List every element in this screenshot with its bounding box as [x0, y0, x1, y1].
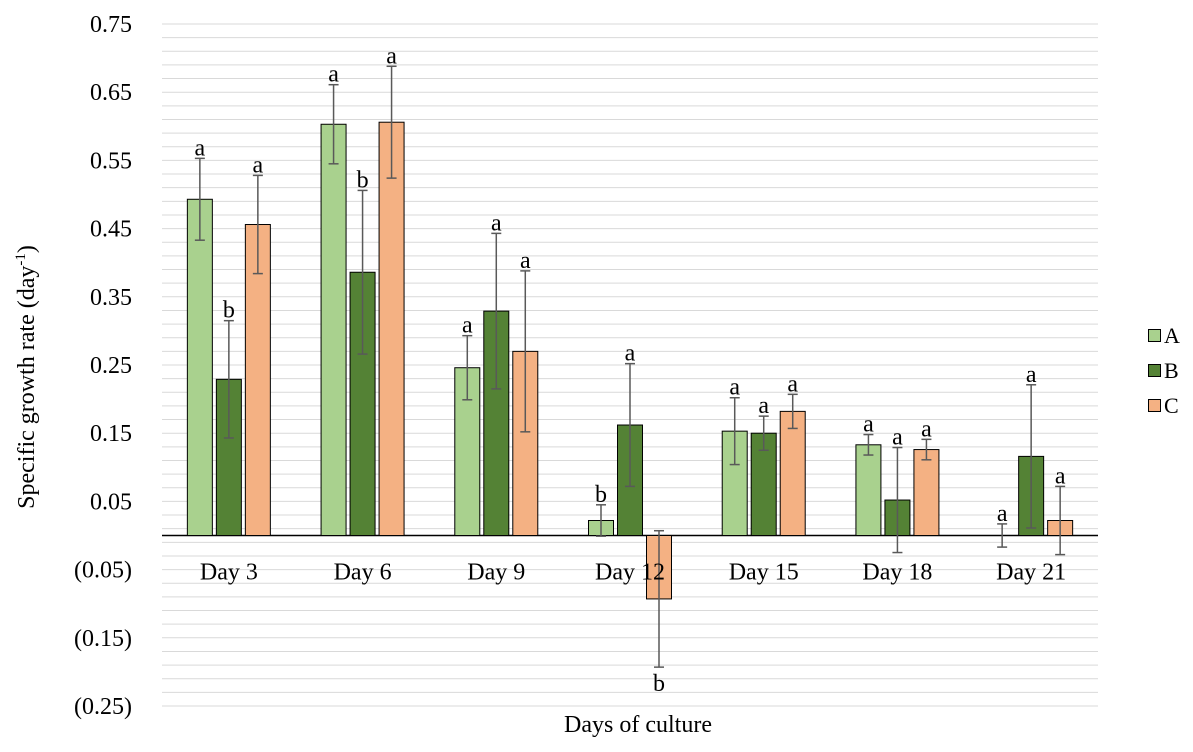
legend: A B C — [1148, 318, 1180, 423]
significance-label: b — [223, 298, 235, 324]
y-tick-label: (0.15) — [74, 626, 132, 652]
bar — [378, 121, 405, 536]
significance-label: a — [253, 152, 264, 178]
legend-label-a: A — [1164, 323, 1180, 348]
legend-label-b: B — [1164, 358, 1179, 383]
y-tick-label: 0.75 — [90, 12, 132, 38]
y-axis-label-text: Specific growth rate (day — [14, 265, 40, 509]
bar — [244, 224, 271, 536]
significance-label: a — [386, 43, 397, 69]
legend-label-c: C — [1164, 393, 1179, 418]
y-tick-label: 0.15 — [90, 421, 132, 447]
x-tick-label: Day 6 — [334, 560, 392, 586]
y-tick-label: 0.25 — [90, 353, 132, 379]
significance-label: a — [328, 62, 339, 88]
x-axis-label: Days of culture — [564, 712, 712, 738]
y-tick-label: 0.55 — [90, 148, 132, 174]
y-tick-label: 0.65 — [90, 80, 132, 106]
y-tick-label: (0.25) — [74, 694, 132, 720]
x-tick-label: Day 15 — [729, 560, 799, 586]
legend-item-c: C — [1148, 388, 1180, 423]
legend-swatch-b — [1148, 364, 1161, 377]
legend-swatch-c — [1148, 399, 1161, 412]
significance-label: b — [653, 671, 665, 697]
significance-label: a — [921, 416, 932, 442]
legend-swatch-a — [1148, 329, 1161, 342]
significance-label: a — [625, 341, 636, 367]
y-tick-label: 0.35 — [90, 285, 132, 311]
legend-item-b: B — [1148, 353, 1180, 388]
y-tick-label: (0.05) — [74, 558, 132, 584]
x-tick-label: Day 18 — [862, 560, 932, 586]
legend-item-a: A — [1148, 318, 1180, 353]
bar — [779, 410, 806, 537]
y-axis-label: Specific growth rate (day-1) — [13, 245, 41, 509]
bar — [186, 198, 213, 537]
significance-label: a — [491, 210, 502, 236]
significance-label: a — [787, 371, 798, 397]
significance-label: a — [1026, 362, 1037, 388]
bar — [855, 444, 882, 537]
x-tick-label: Day 9 — [467, 560, 525, 586]
significance-label: b — [595, 482, 607, 508]
y-tick-label: 0.05 — [90, 489, 132, 515]
x-tick-label: Day 12 — [595, 560, 665, 586]
significance-label: a — [997, 501, 1008, 527]
bar — [320, 123, 347, 536]
bar — [913, 449, 940, 536]
significance-label: a — [195, 135, 206, 161]
significance-label: a — [729, 375, 740, 401]
significance-label: a — [863, 412, 874, 438]
y-axis-label-suffix: ) — [14, 245, 40, 254]
y-axis-label-superscript: -1 — [13, 253, 29, 266]
significance-label: b — [357, 167, 369, 193]
significance-label: a — [758, 393, 769, 419]
significance-label: a — [462, 313, 473, 339]
significance-label: a — [1055, 463, 1066, 489]
significance-label: a — [892, 425, 903, 451]
x-tick-label: Day 21 — [996, 560, 1066, 586]
x-tick-label: Day 3 — [200, 560, 258, 586]
y-tick-label: 0.45 — [90, 217, 132, 243]
significance-label: a — [520, 248, 531, 274]
